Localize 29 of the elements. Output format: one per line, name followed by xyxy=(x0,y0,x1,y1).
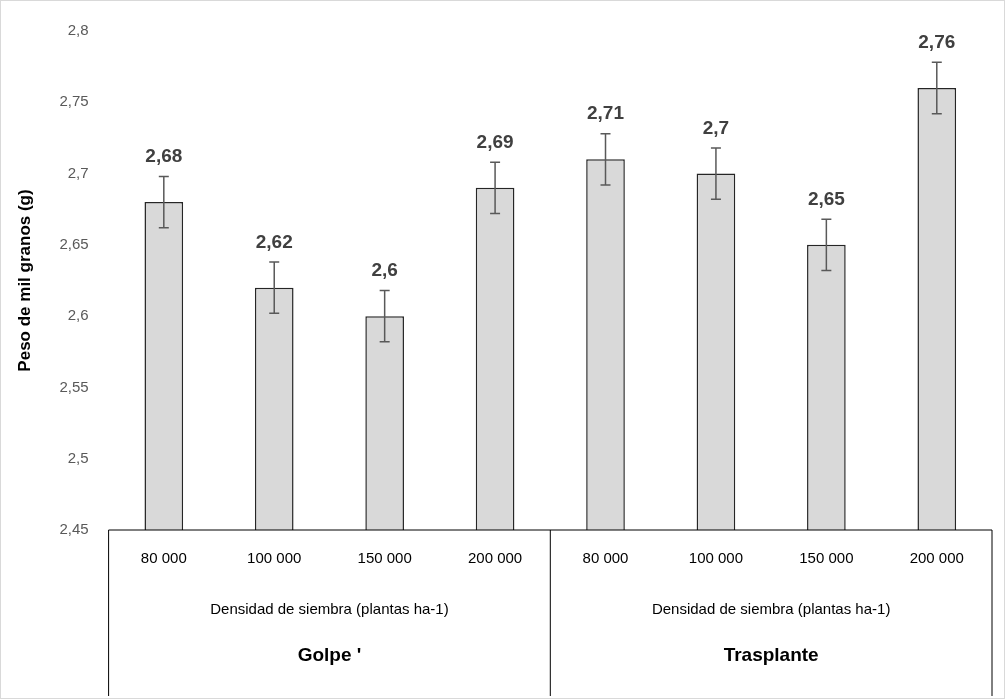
x-tick-label: 200 000 xyxy=(467,549,523,567)
data-label: 2,71 xyxy=(587,102,625,124)
x-tick-label: 150 000 xyxy=(799,549,854,567)
data-label: 2,7 xyxy=(702,116,730,138)
x-tick-label: 100 000 xyxy=(688,549,744,567)
y-axis-title: Peso de mil granos (g) xyxy=(14,189,34,372)
x-tick-label: 200 000 xyxy=(909,549,964,567)
x-tick-label: 80 000 xyxy=(140,549,187,567)
text: Densidad de siembra (plantas ha-1) xyxy=(651,600,891,618)
y-tick-label: 2,5 xyxy=(67,448,89,466)
text: Golpe ' xyxy=(297,644,362,666)
y-tick-label: 2,75 xyxy=(59,92,89,110)
y-tick-label: 2,65 xyxy=(59,235,89,252)
data-label: 2,62 xyxy=(255,230,293,252)
data-label: 2,65 xyxy=(807,187,846,209)
data-label: 2,6 xyxy=(371,259,398,281)
data-label: 2,76 xyxy=(918,31,956,53)
text: Trasplante xyxy=(723,644,819,666)
y-tick-label: 2,7 xyxy=(67,163,89,181)
data-label: 2,69 xyxy=(476,130,514,152)
y-tick-label: 2,6 xyxy=(67,306,89,324)
y-tick-label: 2,55 xyxy=(59,377,89,395)
x-tick-label: 100 000 xyxy=(247,549,302,567)
x-tick-label: 150 000 xyxy=(357,549,412,567)
data-label: 2,68 xyxy=(145,145,183,167)
x-tick-label: 80 000 xyxy=(582,549,629,567)
y-tick-label: 2,45 xyxy=(59,520,89,538)
text: Densidad de siembra (plantas ha-1) xyxy=(210,600,449,618)
y-tick-label: 2,8 xyxy=(67,21,89,39)
